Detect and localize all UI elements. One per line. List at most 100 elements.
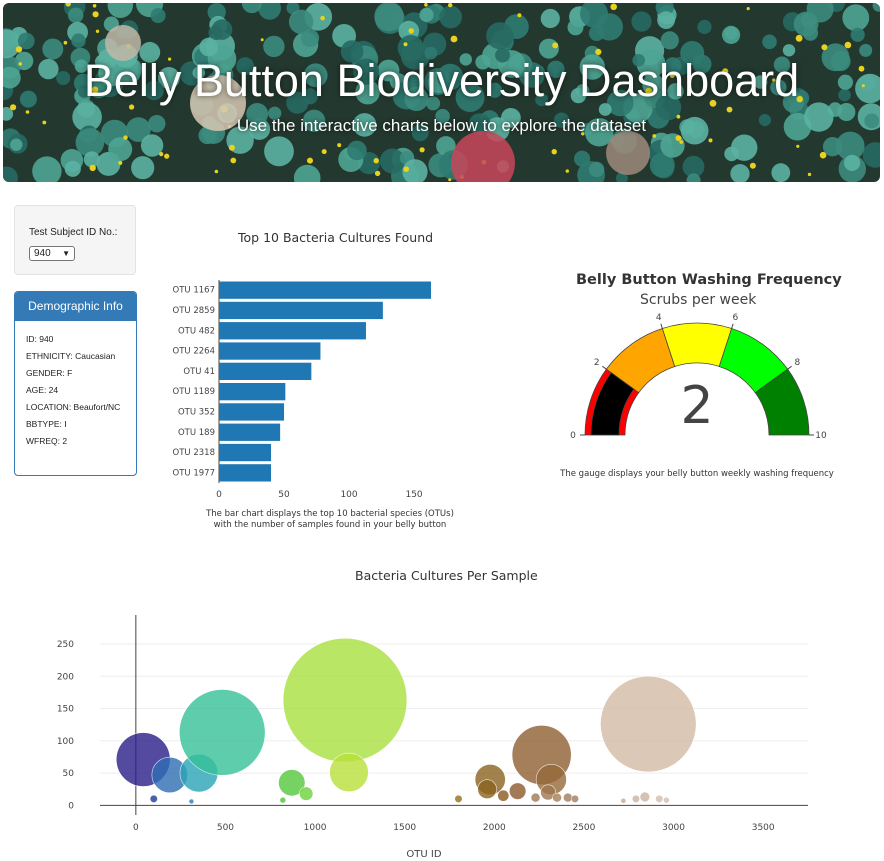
bacteria-cell — [636, 49, 666, 78]
subject-selector-panel: Test Subject ID No.: 940 ▼ — [14, 205, 136, 275]
bacteria-cell — [680, 116, 709, 145]
demographic-bbtype: BBTYPE: I — [26, 419, 67, 429]
bacteria-cell — [419, 7, 434, 23]
bubble[interactable] — [329, 752, 369, 793]
bacteria-speck — [669, 72, 675, 78]
bacteria-cell — [144, 80, 164, 101]
demographic-info-body: ID: 940 ETHNICITY: Caucasian GENDER: F A… — [15, 321, 136, 446]
bacteria-speck — [517, 13, 522, 18]
bacteria-speck — [796, 144, 800, 148]
bubble[interactable] — [454, 794, 463, 803]
bacteria-speck — [403, 166, 410, 172]
cell-cluster — [105, 25, 141, 61]
bacteria-speck — [795, 34, 803, 42]
bacteria-cell — [347, 140, 367, 161]
bubble[interactable] — [600, 675, 697, 773]
bar[interactable] — [219, 301, 383, 320]
bubble[interactable] — [477, 779, 497, 799]
bubble[interactable] — [279, 796, 287, 804]
bacteria-speck — [448, 178, 452, 182]
gauge-tick-label: 8 — [794, 358, 800, 368]
bubble[interactable] — [540, 784, 557, 801]
bubble-x-tick-label: 500 — [217, 823, 234, 833]
bubble-x-tick-label: 1500 — [393, 823, 416, 833]
bacteria-speck — [679, 140, 683, 144]
demographic-id: ID: 940 — [26, 334, 54, 344]
top10-bar-chart[interactable]: OTU 1167 OTU 2859 OTU 482 OTU 2264 OTU 41 OTU… — [150, 270, 450, 500]
bubble[interactable] — [282, 637, 408, 763]
bar-category-label: OTU 41 — [183, 367, 215, 377]
bacteria-cell — [353, 58, 380, 85]
bacteria-cell — [804, 102, 834, 132]
bar[interactable] — [219, 423, 281, 441]
cell-cluster — [190, 75, 246, 131]
bacteria-cell — [268, 106, 282, 120]
bacteria-speck — [118, 160, 123, 165]
bar[interactable] — [219, 281, 431, 299]
bacteria-cell — [753, 75, 768, 89]
bar[interactable] — [219, 322, 366, 340]
bar[interactable] — [219, 403, 285, 421]
cell-cluster — [451, 131, 515, 182]
bacteria-cell — [697, 19, 712, 35]
bacteria-speck — [228, 144, 235, 151]
bubble[interactable] — [639, 791, 651, 803]
bubble[interactable] — [562, 792, 573, 803]
bacteria-cell — [459, 53, 472, 66]
bubble[interactable] — [631, 794, 641, 803]
bar[interactable] — [219, 383, 286, 401]
bar-category-label: OTU 482 — [178, 326, 215, 336]
bubble[interactable] — [655, 794, 664, 803]
bubble[interactable] — [508, 782, 527, 800]
bacteria-cell — [3, 29, 21, 59]
bacteria-speck — [708, 138, 713, 143]
bacteria-speck — [10, 104, 17, 111]
bubble-y-tick-label: 0 — [68, 801, 74, 811]
bacteria-speck — [320, 15, 325, 21]
bubble[interactable] — [298, 786, 314, 801]
bubble-chart-title: Bacteria Cultures Per Sample — [355, 568, 538, 583]
bacteria-cell — [199, 37, 218, 57]
bubble[interactable] — [149, 794, 158, 803]
bacteria-cell — [660, 31, 679, 50]
bubble[interactable] — [570, 794, 580, 803]
bacteria-cell — [88, 78, 109, 99]
gauge-tick-label: 10 — [815, 431, 827, 441]
bar[interactable] — [219, 342, 321, 360]
bubble[interactable] — [663, 796, 670, 804]
bacteria-speck — [807, 172, 812, 177]
bar[interactable] — [219, 464, 272, 482]
bar-category-label: OTU 2318 — [173, 448, 215, 458]
bacteria-cell — [77, 85, 91, 98]
bubble[interactable] — [530, 792, 541, 803]
washing-frequency-gauge[interactable]: 0 2 4 6 8 10 2 — [560, 300, 840, 450]
bubble[interactable] — [552, 792, 562, 803]
bacteria-speck — [861, 84, 865, 88]
bar-category-label: OTU 1167 — [173, 286, 215, 296]
bubble[interactable] — [620, 797, 627, 804]
subject-id-dropdown[interactable]: 940 ▼ — [29, 246, 75, 261]
bacteria-speck — [675, 135, 682, 142]
bacteria-speck — [722, 68, 729, 75]
bubble[interactable] — [188, 798, 195, 805]
bacteria-speck — [63, 40, 68, 45]
bar[interactable] — [219, 443, 272, 462]
bacteria-cell — [486, 82, 503, 98]
bacteria-cell — [598, 103, 612, 116]
bacteria-speck — [15, 46, 23, 53]
bacteria-cell — [680, 41, 705, 65]
gauge-title: Belly Button Washing Frequency — [576, 272, 842, 288]
bacteria-speck — [772, 78, 776, 82]
bubble[interactable] — [179, 689, 266, 776]
bacteria-cell — [241, 3, 262, 14]
bacteria-cell — [468, 113, 491, 135]
bacteria-cell — [355, 79, 380, 105]
subject-id-selected-value: 940 — [34, 248, 51, 259]
bacteria-cell — [374, 3, 404, 32]
bubble[interactable] — [278, 769, 306, 797]
bubble[interactable] — [497, 789, 510, 802]
cell-cluster — [606, 131, 650, 175]
bar[interactable] — [219, 362, 312, 380]
bacteria-cell — [655, 94, 682, 121]
